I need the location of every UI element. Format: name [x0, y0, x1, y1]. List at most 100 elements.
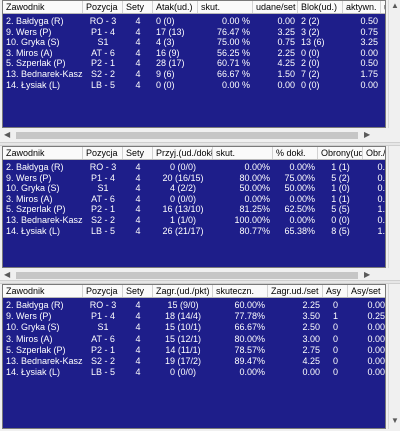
table-cell: P1 - 4: [90, 311, 115, 322]
horizontal-scrollbar[interactable]: ◀ ▶: [2, 130, 374, 141]
table-cell: 0.00%: [289, 193, 315, 204]
table-row[interactable]: 2. Bałdyga (R) RO - 3 4 15 (9/0) 60.00% 2.25 0…: [3, 300, 385, 310]
table-cell: 0.00: [367, 367, 385, 378]
table-row[interactable]: 3. Miros (A) AT - 6 4 0 (0/0) 0.00% 0.00% 1 (1…: [3, 194, 385, 204]
table-cell: 28 (17): [156, 58, 185, 69]
table-cell: 4: [135, 69, 141, 79]
table-cell: 4: [135, 16, 141, 26]
column-header-c4[interactable]: skuteczn.: [213, 285, 268, 297]
table-cell: S2 - 2: [90, 356, 115, 366]
table-cell: 0.00: [360, 47, 378, 58]
table-cell: 0.00 %: [221, 79, 250, 90]
column-header-c6[interactable]: Asy: [323, 285, 348, 297]
table-cell: 0.00 %: [221, 16, 250, 26]
column-header-sets[interactable]: Sety: [123, 147, 153, 159]
table-row[interactable]: 10. Gryka (S) S1 4 4 (2/2) 50.00% 50.00% 1 (0)…: [3, 183, 385, 193]
scroll-right-arrow-icon[interactable]: ▶: [364, 270, 371, 279]
table-row[interactable]: 9. Wers (P) P1 - 4 4 17 (13) 76.47 % 3.25 3 (2…: [3, 27, 385, 37]
table-row[interactable]: 3. Miros (A) AT - 6 4 15 (12/1) 80.00% 3.00 0 0…: [3, 334, 385, 344]
column-header-c4[interactable]: skut.: [198, 1, 253, 13]
scrollbar-thumb[interactable]: [16, 272, 358, 279]
table-row[interactable]: 14. Łysiak (L) LB - 5 4 0 (0) 0.00 % 0.00 0 (0…: [3, 80, 385, 90]
vertical-scrollbar[interactable]: ▼: [388, 284, 400, 429]
table-cell: 0.50: [377, 172, 385, 183]
column-header-sets[interactable]: Sety: [123, 285, 153, 297]
scrollbar-thumb[interactable]: [16, 132, 358, 139]
table-cell: 3.00: [302, 333, 320, 344]
scroll-up-arrow-icon[interactable]: ▲: [391, 1, 399, 10]
player-name-cell: 10. Gryka (S): [6, 37, 60, 48]
table-row[interactable]: 2. Bałdyga (R) RO - 3 4 0 (0) 0.00 % 0.00 2 (2…: [3, 16, 385, 26]
column-header-c3[interactable]: Przyj.(ud./dokł.): [153, 147, 213, 159]
table-cell: 8 (5): [331, 225, 350, 236]
column-header-c6[interactable]: Obrony(ud.): [318, 147, 363, 159]
vertical-scrollbar[interactable]: ▲: [388, 0, 400, 128]
table-row[interactable]: 2. Bałdyga (R) RO - 3 4 0 (0/0) 0.00% 0.00% 1 …: [3, 162, 385, 172]
table-row[interactable]: 9. Wers (P) P1 - 4 4 18 (14/4) 77.78% 3.50 1 0.…: [3, 311, 385, 321]
column-header-position[interactable]: Pozycja: [83, 285, 123, 297]
column-header-c6[interactable]: Blok(ud.): [298, 1, 343, 13]
column-header-player[interactable]: Zawodnik: [3, 285, 83, 297]
horizontal-scrollbar[interactable]: ◀ ▶: [2, 270, 374, 281]
player-name-cell: 13. Bednarek-Kasza ...: [6, 69, 83, 79]
table-cell: S2 - 2: [90, 69, 115, 79]
player-name-cell: 3. Miros (A): [6, 333, 53, 344]
table-cell: 4: [135, 322, 141, 333]
scroll-left-arrow-icon[interactable]: ◀: [4, 270, 11, 279]
column-header-c5[interactable]: Zagr.ud./set: [268, 285, 323, 297]
column-header-c7[interactable]: Asy/set: [348, 285, 385, 297]
table-cell: 0 (0/0): [169, 162, 196, 172]
table-cell: 5 (2): [331, 172, 350, 183]
scroll-left-arrow-icon[interactable]: ◀: [4, 130, 11, 139]
table-cell: P2 - 1: [90, 204, 115, 215]
table-cell: 0.50: [360, 58, 378, 69]
scroll-right-arrow-icon[interactable]: ▶: [364, 130, 371, 139]
table-row[interactable]: 10. Gryka (S) S1 4 4 (3) 75.00 % 0.75 13 (6) 3.…: [3, 37, 385, 47]
player-name-cell: 3. Miros (A): [6, 193, 53, 204]
table-row[interactable]: 10. Gryka (S) S1 4 15 (10/1) 66.67% 2.50 0 0.00: [3, 322, 385, 332]
player-name-cell: 14. Łysiak (L): [6, 79, 61, 90]
panel-splitter[interactable]: [0, 280, 400, 284]
column-header-player[interactable]: Zawodnik: [3, 147, 83, 159]
column-header-player[interactable]: Zawodnik: [3, 1, 83, 13]
panel-splitter[interactable]: [0, 142, 400, 146]
column-header-c4[interactable]: skut.: [213, 147, 273, 159]
scroll-down-arrow-icon[interactable]: ▼: [391, 416, 399, 425]
table-cell: 1 (1/0): [169, 215, 196, 225]
column-header-c5[interactable]: % dokł.: [273, 147, 318, 159]
table-row[interactable]: 13. Bednarek-Kasza ... S2 - 2 4 9 (6) 66.67 …: [3, 69, 385, 79]
table-cell: 0.00: [277, 79, 295, 90]
table-row[interactable]: 13. Bednarek-Kasza ... S2 - 2 4 19 (17/2) 89…: [3, 356, 385, 366]
table-cell: 75.00 %: [216, 37, 250, 48]
table-cell: 0 (0): [331, 215, 350, 225]
column-header-c8[interactable]: ud./set: [381, 1, 385, 13]
table-cell: 1.25: [377, 204, 385, 215]
column-header-c7[interactable]: aktywn.: [343, 1, 381, 13]
table-row[interactable]: 13. Bednarek-Kasza ... S2 - 2 4 1 (1/0) 100.…: [3, 215, 385, 225]
grid-header: Zawodnik Pozycja Sety Zagr.(ud./pkt) skutecz…: [3, 285, 385, 298]
table-cell: 0.00%: [244, 162, 270, 172]
table-row[interactable]: 5. Szperlak (P) P2 - 1 4 28 (17) 60.71 % 4.25…: [3, 58, 385, 68]
attack-block-grid[interactable]: Zawodnik Pozycja Sety Atak(ud.) skut. udane/s…: [2, 0, 386, 128]
table-cell: 2.25: [302, 300, 320, 310]
table-row[interactable]: 3. Miros (A) AT - 6 4 16 (9) 56.25 % 2.25 0 (0…: [3, 48, 385, 58]
table-row[interactable]: 14. Łysiak (L) LB - 5 4 0 (0/0) 0.00% 0.00 0 0.…: [3, 367, 385, 377]
serve-grid[interactable]: Zawodnik Pozycja Sety Zagr.(ud./pkt) skutecz…: [2, 284, 386, 429]
column-header-position[interactable]: Pozycja: [83, 147, 123, 159]
table-row[interactable]: 5. Szperlak (P) P2 - 1 4 16 (13/10) 81.25% 62…: [3, 204, 385, 214]
table-row[interactable]: 14. Łysiak (L) LB - 5 4 26 (21/17) 80.77% 65.…: [3, 226, 385, 236]
table-cell: 60.71 %: [216, 58, 250, 69]
table-cell: RO - 3: [89, 162, 117, 172]
table-cell: 4: [135, 356, 141, 366]
column-header-c3[interactable]: Atak(ud.): [153, 1, 198, 13]
reception-grid[interactable]: Zawodnik Pozycja Sety Przyj.(ud./dokł.) skut…: [2, 146, 386, 268]
column-header-c7[interactable]: Obr./se: [363, 147, 385, 159]
vertical-scrollbar[interactable]: [388, 146, 400, 268]
table-row[interactable]: 9. Wers (P) P1 - 4 4 20 (16/15) 80.00% 75.00%…: [3, 173, 385, 183]
column-header-c5[interactable]: udane/set: [253, 1, 298, 13]
table-cell: S2 - 2: [90, 215, 115, 225]
column-header-sets[interactable]: Sety: [123, 1, 153, 13]
column-header-position[interactable]: Pozycja: [83, 1, 123, 13]
column-header-c3[interactable]: Zagr.(ud./pkt): [153, 285, 213, 297]
table-row[interactable]: 5. Szperlak (P) P2 - 1 4 14 (11/1) 78.57% 2.7…: [3, 345, 385, 355]
